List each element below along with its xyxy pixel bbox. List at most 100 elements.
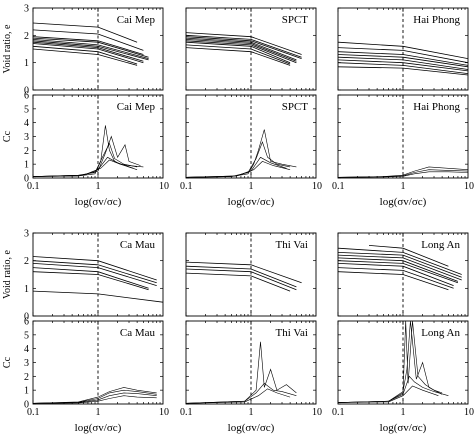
y-tick-label: 1 bbox=[24, 160, 29, 171]
series-line bbox=[186, 141, 291, 178]
x-tick-label: 1 bbox=[401, 181, 406, 192]
series-line bbox=[186, 41, 291, 64]
series-line bbox=[33, 36, 144, 55]
x-axis-label: log(σv/σc) bbox=[228, 196, 275, 208]
x-tick-label: 10 bbox=[312, 181, 322, 192]
panel-label: Ca Mau bbox=[120, 239, 156, 251]
series-line bbox=[338, 257, 459, 282]
x-axis-label: log(σv/σc) bbox=[75, 422, 122, 434]
series-line bbox=[33, 395, 157, 404]
series-line bbox=[338, 321, 443, 403]
panel-10: 0.1 1 10 log(σv/σc) Thi Vai bbox=[180, 320, 322, 434]
series-group bbox=[186, 261, 302, 292]
panel-9: 0 1 2 3 4 5 6 0.1 1 10 log(σv/σc) Cc Ca Mau bbox=[2, 317, 169, 435]
series-line bbox=[338, 51, 468, 66]
series-line bbox=[33, 39, 149, 59]
x-tick-label: 0.1 bbox=[180, 407, 193, 418]
series-line bbox=[338, 66, 468, 76]
series-line bbox=[33, 37, 149, 58]
series-group bbox=[338, 245, 462, 291]
x-tick-label: 0.1 bbox=[27, 181, 40, 192]
series-line bbox=[33, 142, 138, 177]
series-line bbox=[338, 254, 462, 281]
series-line bbox=[186, 161, 291, 178]
series-line bbox=[33, 159, 138, 177]
panel-label: Thi Vai bbox=[276, 327, 309, 339]
x-tick-label: 0.1 bbox=[332, 407, 345, 418]
panel-label: Thi Vai bbox=[276, 239, 309, 251]
series-line bbox=[186, 129, 297, 178]
y-tick-label: 3 bbox=[24, 4, 29, 15]
series-line bbox=[33, 43, 144, 64]
x-axis-label: log(σv/σc) bbox=[380, 196, 427, 208]
series-line bbox=[33, 271, 149, 291]
series-line bbox=[186, 261, 302, 284]
series-line bbox=[338, 263, 454, 286]
y-axis-label: Void ratio, e bbox=[2, 249, 13, 299]
y-axis-label: Cc bbox=[2, 356, 13, 368]
series-line bbox=[33, 22, 138, 43]
panel-4: 0.1 1 10 log(σv/σc) SPCT bbox=[180, 94, 322, 208]
series-line bbox=[338, 59, 468, 72]
series-line bbox=[186, 47, 291, 66]
x-tick-label: 1 bbox=[249, 407, 254, 418]
y-tick-label: 1 bbox=[24, 58, 29, 69]
series-group bbox=[186, 32, 302, 66]
panel-1: SPCT bbox=[185, 7, 317, 91]
y-tick-label: 2 bbox=[24, 31, 29, 42]
series-line bbox=[33, 48, 138, 66]
series-line bbox=[186, 265, 297, 288]
panel-label: Long An bbox=[421, 327, 460, 339]
series-line bbox=[186, 39, 297, 62]
y-tick-label: 2 bbox=[24, 372, 29, 383]
panel-label: SPCT bbox=[282, 101, 309, 113]
series-line bbox=[338, 385, 439, 403]
y-tick-label: 2 bbox=[24, 146, 29, 157]
y-tick-label: 3 bbox=[24, 132, 29, 143]
series-line bbox=[338, 171, 468, 178]
series-line bbox=[33, 267, 149, 289]
series-line bbox=[186, 37, 297, 61]
panel-3: 0 1 2 3 4 5 6 0.1 1 10 log(σv/σc) Cc Cai Mep bbox=[2, 91, 169, 209]
x-tick-label: 0.1 bbox=[27, 407, 40, 418]
y-axis-label: Cc bbox=[2, 130, 13, 142]
y-tick-label: 0 bbox=[24, 312, 29, 323]
series-line bbox=[338, 54, 468, 68]
y-tick-label: 3 bbox=[24, 229, 29, 240]
series-line bbox=[33, 156, 134, 177]
series-line bbox=[33, 387, 157, 404]
panel-label: Hai Phong bbox=[413, 101, 460, 113]
y-tick-label: 4 bbox=[24, 344, 29, 355]
y-tick-label: 1 bbox=[24, 284, 29, 295]
series-line bbox=[186, 268, 297, 291]
y-tick-label: 3 bbox=[24, 358, 29, 369]
series-group bbox=[338, 166, 468, 178]
series-line bbox=[186, 382, 297, 404]
panel-6: 0 1 2 3 Void ratio, e Ca Mau bbox=[2, 229, 164, 323]
panel-label: Hai Phong bbox=[413, 14, 460, 26]
y-tick-label: 6 bbox=[24, 317, 29, 328]
series-line bbox=[338, 47, 468, 64]
series-line bbox=[33, 256, 157, 281]
y-tick-label: 5 bbox=[24, 330, 29, 341]
series-line bbox=[186, 34, 302, 58]
series-line bbox=[33, 135, 141, 177]
series-line bbox=[338, 260, 459, 284]
x-tick-label: 10 bbox=[312, 407, 322, 418]
panel-11: 0.1 1 10 log(σv/σc) Long An bbox=[332, 320, 474, 434]
x-axis-label: log(σv/σc) bbox=[75, 196, 122, 208]
x-tick-label: 1 bbox=[96, 407, 101, 418]
series-line bbox=[186, 388, 291, 404]
series-line bbox=[33, 41, 144, 62]
series-group bbox=[186, 129, 297, 178]
y-tick-label: 6 bbox=[24, 91, 29, 102]
series-group bbox=[338, 321, 449, 403]
series-line bbox=[33, 263, 157, 286]
series-group bbox=[33, 125, 144, 177]
series-line bbox=[33, 125, 144, 177]
series-line bbox=[186, 341, 297, 404]
series-line bbox=[338, 252, 462, 278]
x-tick-label: 10 bbox=[159, 181, 169, 192]
y-axis-label: Void ratio, e bbox=[2, 24, 13, 74]
